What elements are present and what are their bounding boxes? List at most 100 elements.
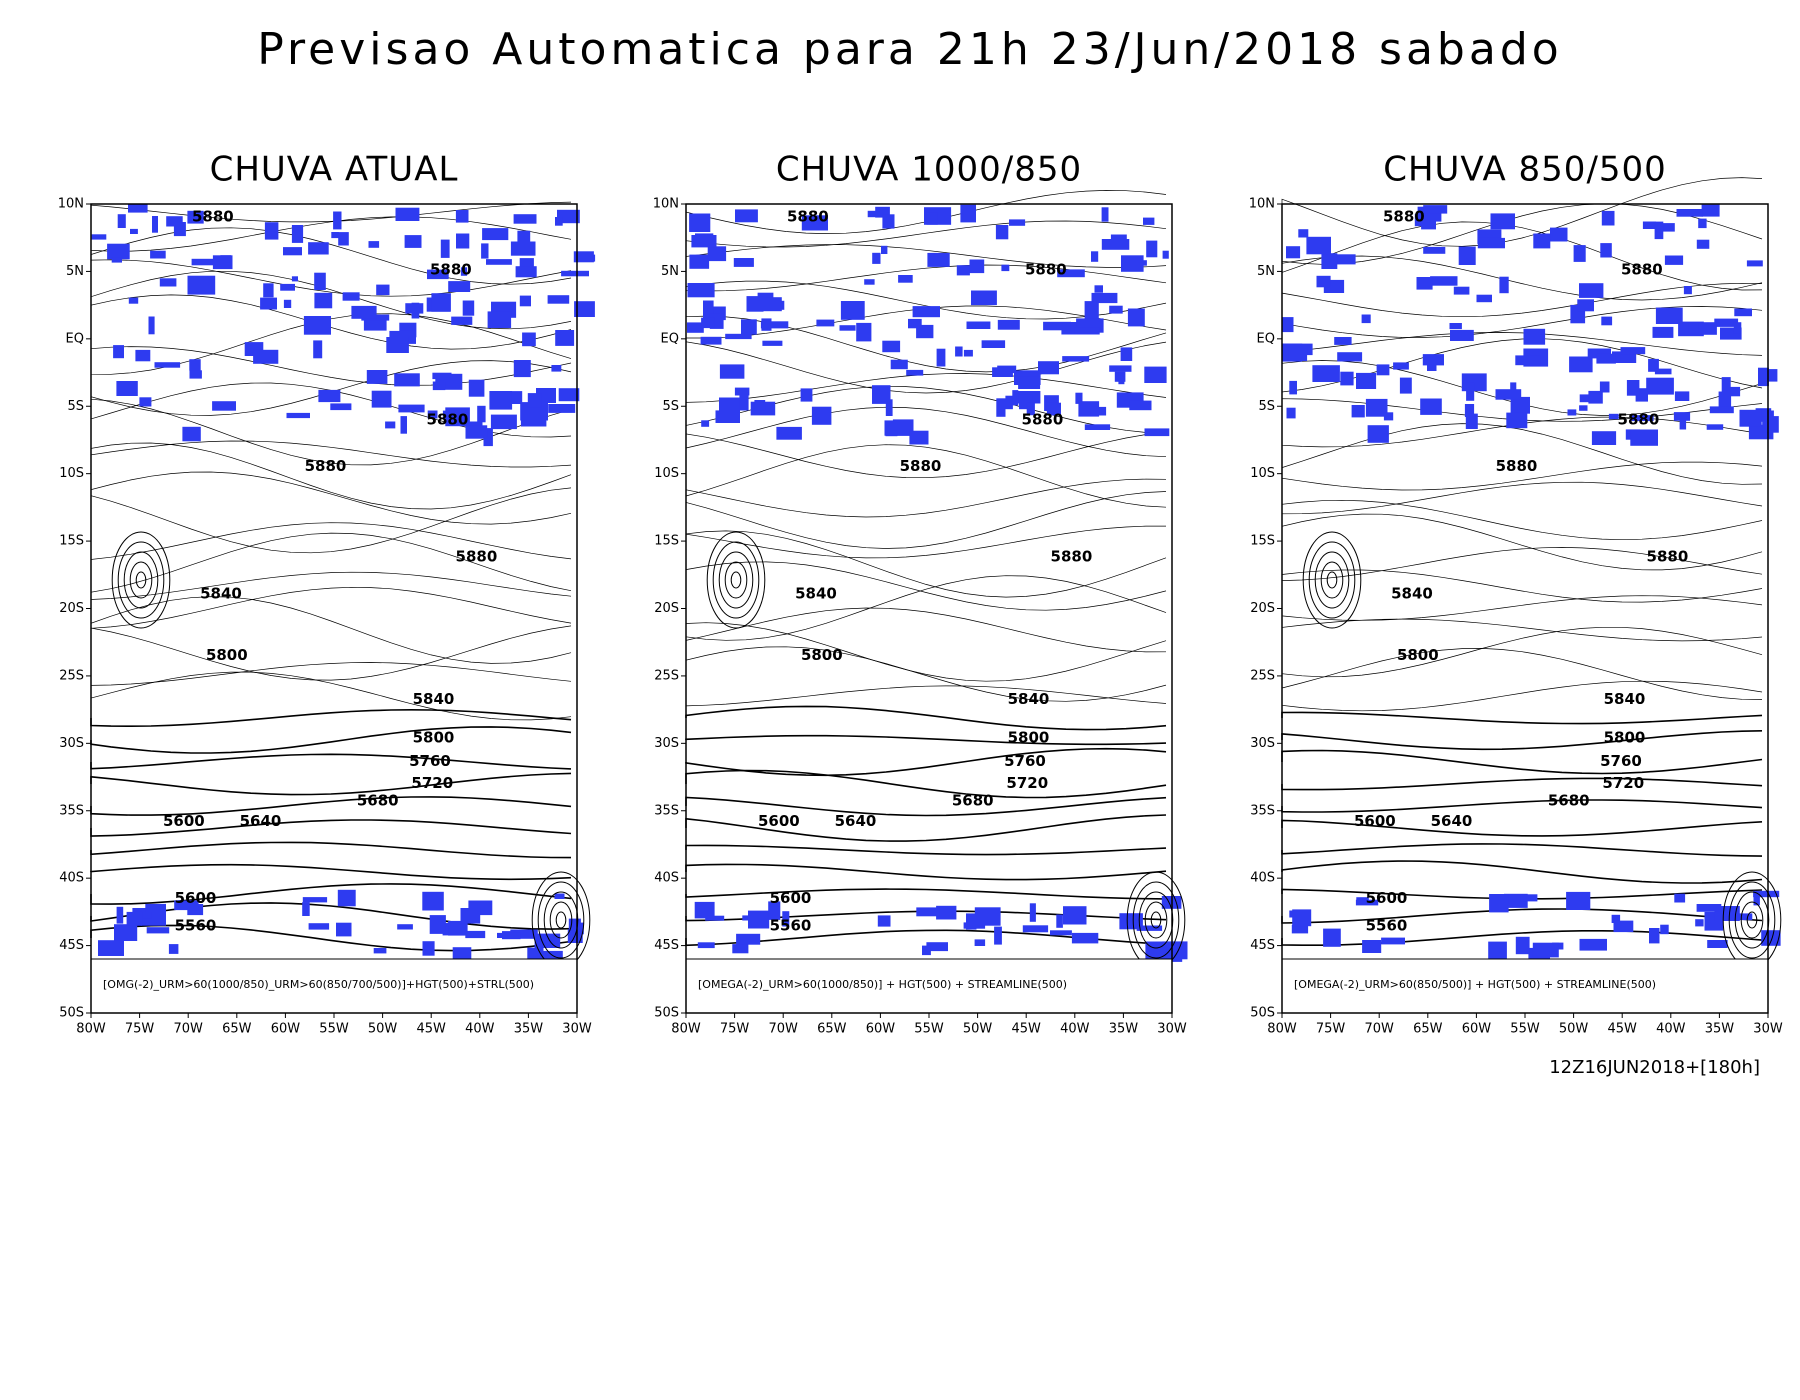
rain-area <box>1022 925 1049 933</box>
rain-area <box>882 214 895 229</box>
run-label: 12Z16JUN2018+[180h] <box>1549 1057 1760 1078</box>
rain-area <box>1367 425 1389 443</box>
rain-area <box>1676 209 1703 217</box>
rain-area <box>1365 398 1388 417</box>
rain-area <box>574 301 595 317</box>
cyclone-ring <box>1320 561 1344 599</box>
rain-area <box>748 910 770 929</box>
contour-label: 5800 <box>413 729 455 747</box>
contour-label: 5840 <box>795 585 837 603</box>
rain-area <box>1057 269 1085 278</box>
x-tick-label: 80W <box>671 1022 701 1037</box>
rain-area <box>1423 246 1446 254</box>
rain-area <box>732 944 749 954</box>
cyclone-ring <box>543 891 579 949</box>
x-tick-label: 45W <box>416 1022 446 1037</box>
rain-area <box>687 322 704 333</box>
rain-area <box>1707 940 1728 948</box>
rain-area <box>547 295 570 304</box>
rain-area <box>263 283 274 298</box>
contour-label: 5720 <box>1602 774 1644 792</box>
streamline <box>685 705 1167 731</box>
rain-area <box>719 397 740 411</box>
y-tick-label: 40S <box>59 871 84 886</box>
contour-label: 5800 <box>801 646 843 664</box>
y-tick-label: 10S <box>59 466 84 481</box>
rain-area <box>1094 285 1103 293</box>
streamline <box>90 753 572 770</box>
streamline <box>1281 730 1763 751</box>
rain-area <box>452 947 472 961</box>
rain-area <box>116 381 138 396</box>
streamline <box>90 442 572 510</box>
rain-area <box>366 370 388 384</box>
rain-area <box>460 908 481 924</box>
rain-area <box>1038 361 1059 375</box>
rain-area <box>691 235 717 248</box>
rain-area <box>114 924 138 941</box>
contour-label: 5880 <box>1383 207 1425 225</box>
rain-area <box>427 410 438 419</box>
rain-area <box>548 404 576 413</box>
rain-area <box>1074 327 1100 335</box>
rain-area <box>1120 347 1133 361</box>
y-tick-label: 5N <box>66 264 84 279</box>
streamline <box>90 596 572 664</box>
streamline <box>90 487 572 554</box>
streamline <box>685 530 1167 598</box>
cyclone-ring <box>1302 531 1362 629</box>
rain-area <box>337 889 356 907</box>
rain-area <box>1071 932 1099 944</box>
y-tick-label: 35S <box>1250 803 1275 818</box>
rain-area <box>1762 416 1779 433</box>
rain-area <box>1678 895 1685 902</box>
rain-area <box>336 922 352 937</box>
contour-label: 5680 <box>952 791 994 809</box>
streamline <box>1281 908 1763 924</box>
rain-area <box>1626 380 1640 396</box>
streamline <box>1281 799 1763 813</box>
streamline <box>685 622 1167 682</box>
rain-area <box>331 232 339 239</box>
x-tick-label: 55W <box>914 1022 944 1037</box>
contour-label: 5600 <box>163 812 205 830</box>
legend-strip <box>1282 959 1768 1013</box>
rain-area <box>840 301 865 320</box>
rain-area <box>1461 373 1487 392</box>
rain-area <box>128 204 148 213</box>
streamline <box>1281 930 1763 946</box>
rain-area <box>1730 386 1741 397</box>
rain-area <box>515 266 537 278</box>
y-tick-label: 10N <box>1249 197 1275 212</box>
rain-area <box>98 940 124 956</box>
contour-label: 5640 <box>240 812 282 830</box>
rain-area <box>885 399 893 416</box>
rain-area <box>1654 221 1664 240</box>
rain-area <box>422 941 435 956</box>
contour-label: 5880 <box>1022 410 1064 428</box>
streamline <box>685 607 1167 653</box>
rain-area <box>1050 930 1072 936</box>
rain-area <box>351 305 377 319</box>
rain-area <box>1660 924 1669 935</box>
cyclone-ring <box>712 541 760 619</box>
rain-area <box>385 421 396 429</box>
rain-area <box>135 349 151 362</box>
rain-area <box>152 216 158 233</box>
contour-label: 5880 <box>1621 261 1663 279</box>
rain-area <box>992 367 1013 377</box>
x-tick-label: 60W <box>271 1022 301 1037</box>
rain-area <box>1075 392 1083 404</box>
streamline <box>685 478 1167 518</box>
x-tick-label: 75W <box>720 1022 750 1037</box>
rain-area <box>1109 305 1123 314</box>
rain-area <box>1612 351 1637 363</box>
streamline <box>1281 749 1763 775</box>
x-tick-label: 40W <box>465 1022 495 1037</box>
rain-area <box>1340 371 1354 386</box>
rain-area <box>912 306 940 318</box>
rain-area <box>1416 277 1433 290</box>
rain-area <box>969 259 985 274</box>
rain-area <box>801 215 828 231</box>
rain-area <box>1420 398 1442 415</box>
